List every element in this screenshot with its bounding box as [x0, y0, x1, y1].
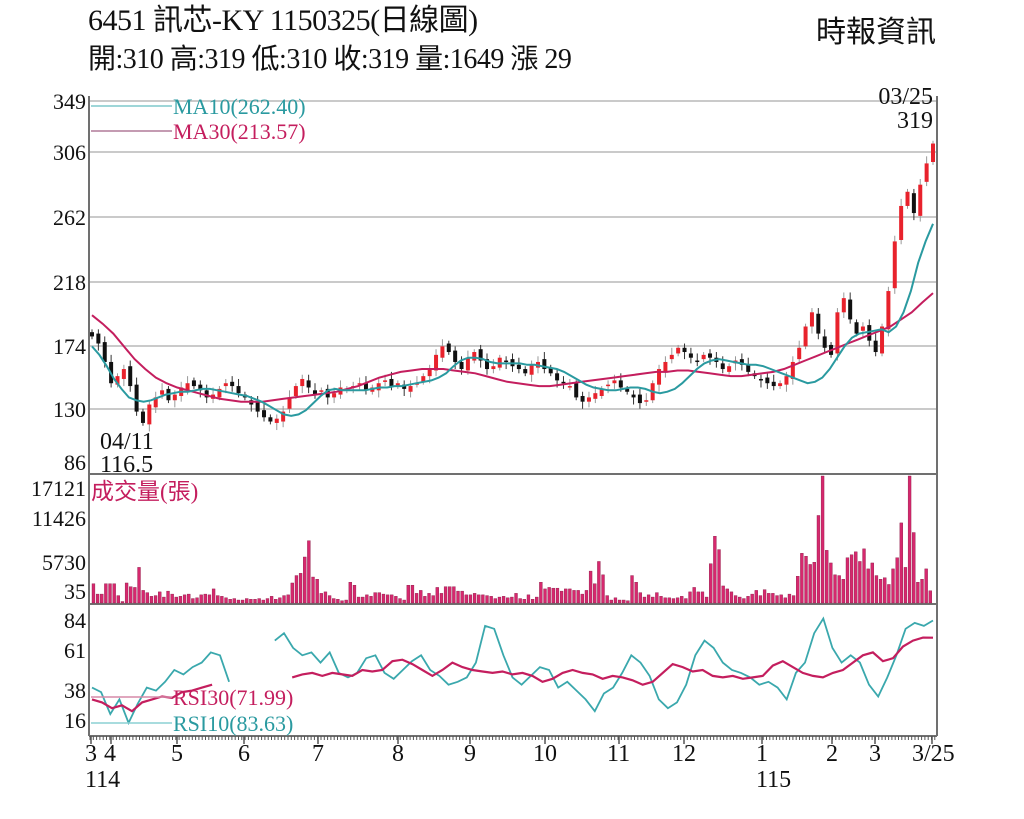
month-label: 2 [826, 741, 838, 767]
candlesticks [90, 140, 935, 432]
rsi-tick: 84 [64, 608, 86, 633]
x-axis: 3 4 5 6 7 8 9 10 11 12 1 2 3 3/25 114 11… [85, 741, 955, 793]
rsi30-line [91, 636, 934, 713]
ma10-legend: MA10(262.40) [173, 94, 306, 119]
month-label: 7 [312, 741, 324, 767]
volume-tick: 11426 [32, 506, 86, 531]
rsi30-legend: RSI30(71.99) [173, 685, 293, 710]
month-label: 11 [607, 741, 630, 767]
volume-tick: 17121 [31, 476, 86, 501]
rsi-tick: 38 [64, 678, 86, 703]
month-label: 3/25 [912, 741, 955, 767]
price-tick: 174 [53, 334, 86, 359]
month-label: 3 [869, 741, 881, 767]
volume-tick: 5730 [42, 550, 86, 575]
volume-title: 成交量(張) [91, 479, 198, 504]
price-tick: 306 [53, 140, 86, 165]
price-annotations: 03/25 319 [878, 84, 933, 134]
panel-frames [88, 96, 938, 737]
price-legend: MA10(262.40) MA30(213.57) [91, 94, 306, 144]
brand-label: 時報資訊 [816, 16, 936, 49]
year-label: 115 [756, 767, 791, 793]
month-label: 10 [533, 741, 557, 767]
volume-tick: 35 [64, 579, 86, 604]
month-label: 6 [238, 741, 250, 767]
low-annotation: 04/11 116.5 [100, 429, 154, 478]
rsi-legend: RSI30(71.99) RSI10(83.63) [91, 685, 293, 736]
month-label: 12 [672, 741, 696, 767]
price-tick: 262 [53, 205, 86, 230]
x-axis-ticks [89, 736, 936, 744]
last-price-annotation: 319 [897, 108, 933, 134]
month-label: 5 [171, 741, 183, 767]
rsi-y-axis: 84 61 38 16 [64, 608, 86, 733]
last-date-annotation: 03/25 [878, 84, 933, 110]
year-label: 114 [85, 767, 120, 793]
low-price-annotation: 116.5 [100, 452, 153, 478]
price-grid [89, 100, 937, 410]
month-label: 9 [464, 741, 476, 767]
month-label: 8 [392, 741, 404, 767]
chart-title: 6451 訊芯-KY 1150325(日線圖) [88, 4, 478, 37]
price-tick: 86 [64, 450, 86, 475]
ohlc-summary: 開:310 高:319 低:310 收:319 量:1649 漲 29 [88, 44, 572, 75]
rsi-tick: 61 [64, 638, 86, 663]
price-tick: 130 [53, 397, 86, 422]
ma10-line [91, 223, 934, 417]
price-y-axis: 349 306 262 218 174 130 86 [53, 89, 86, 475]
price-tick: 349 [53, 89, 86, 114]
volume-bars [91, 475, 932, 604]
rsi10-legend: RSI10(83.63) [173, 711, 293, 736]
price-tick: 218 [53, 270, 86, 295]
ma30-line [91, 292, 934, 403]
low-date-annotation: 04/11 [100, 429, 154, 455]
ma30-legend: MA30(213.57) [173, 119, 306, 144]
month-label: 4 [104, 741, 116, 767]
month-label: 1 [756, 741, 768, 767]
volume-y-axis: 17121 11426 5730 35 [31, 476, 86, 604]
rsi-tick: 16 [64, 708, 86, 733]
month-label: 3 [85, 741, 97, 767]
